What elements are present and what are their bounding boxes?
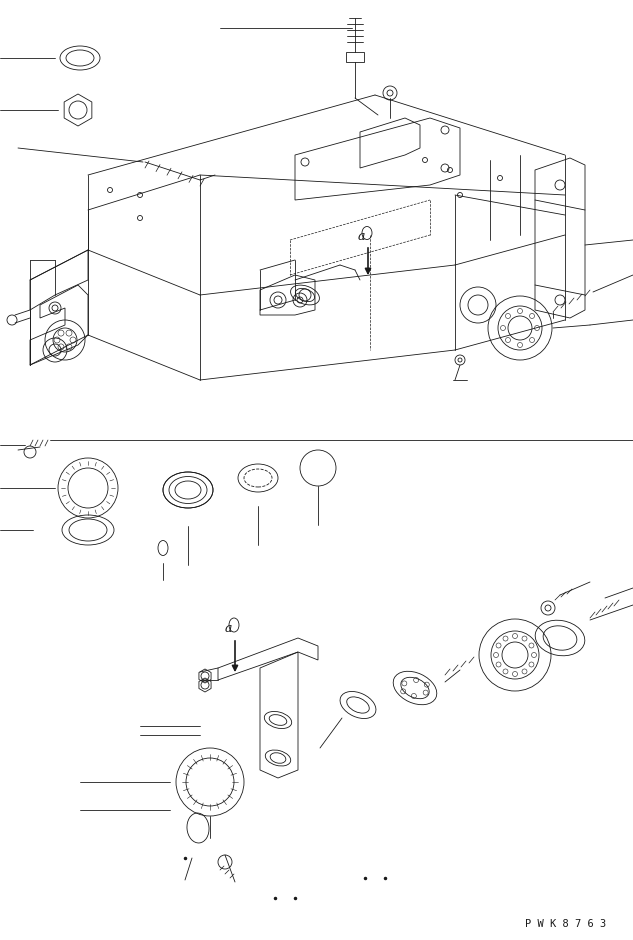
- Text: P W K 8 7 6 3: P W K 8 7 6 3: [525, 918, 606, 929]
- Text: a: a: [358, 230, 365, 243]
- Text: a: a: [225, 622, 232, 635]
